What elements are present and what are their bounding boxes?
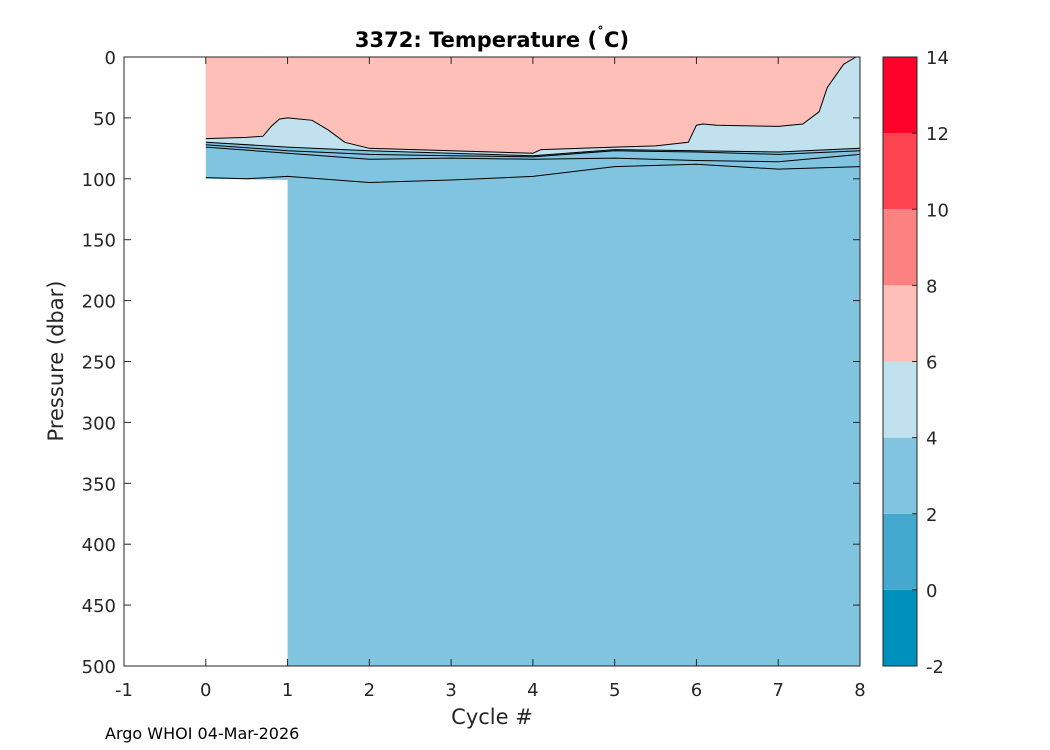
y-axis-label: Pressure (dbar): [44, 281, 68, 442]
colorbar-tick-label: 12: [926, 124, 949, 145]
colorbar-tick-label: 4: [926, 429, 937, 450]
colorbar-swatch: [883, 437, 917, 514]
region-2-to-4: [205, 57, 861, 666]
colorbar-tick-label: 2: [926, 505, 937, 526]
region-6-to-8: [205, 57, 856, 154]
y-tick-label: 350: [82, 474, 116, 495]
y-tick-label: 0: [105, 48, 116, 69]
contour-line-2: [205, 146, 861, 163]
x-tick-label: 7: [772, 680, 783, 701]
contour-lines: [205, 56, 861, 184]
y-tick-label: 100: [82, 170, 116, 191]
colorbar-tick-label: 8: [926, 276, 937, 297]
colorbar-swatch: [883, 589, 917, 666]
y-tick-label: 250: [82, 353, 116, 374]
credit-text: Argo WHOI 04-Mar-2026: [105, 724, 300, 743]
x-tick-label: 4: [527, 680, 538, 701]
colorbar-tick-label: 0: [926, 581, 937, 602]
colorbar: -2 0 2 4 6 8 10 12 14: [882, 48, 949, 678]
colorbar-swatch: [883, 133, 917, 210]
colorbar-swatch: [883, 57, 917, 134]
y-tick-label: 150: [82, 231, 116, 252]
contour-fills: [205, 57, 861, 666]
y-axis: 0 50 100 150 200 250 300 350 400 450 500: [82, 48, 860, 678]
contour-line-6: [205, 56, 857, 154]
x-tick-label: 3: [445, 680, 456, 701]
contour-line-4: [205, 141, 861, 157]
chart-title: 3372: Temperature (˚C): [355, 25, 629, 52]
y-tick-label: 450: [82, 596, 116, 617]
colorbar-tick-label: 6: [926, 353, 937, 374]
plot-area: [123, 56, 861, 667]
x-axis-label: Cycle #: [451, 705, 533, 729]
colorbar-tick-label: 10: [926, 200, 949, 221]
colorbar-tick-label: 14: [926, 48, 949, 69]
x-tick-label: 5: [609, 680, 620, 701]
y-tick-label: 400: [82, 535, 116, 556]
x-axis: -1 0 1 2 3 4 5 6 7 8: [115, 57, 866, 701]
x-tick-label: 2: [364, 680, 375, 701]
y-tick-label: 500: [82, 657, 116, 678]
contour-line-1: [205, 144, 861, 158]
x-tick-label: -1: [115, 680, 133, 701]
x-tick-label: 8: [854, 680, 865, 701]
colorbar-tick-label: -2: [926, 657, 944, 678]
colorbar-swatch: [883, 285, 917, 362]
y-tick-label: 300: [82, 413, 116, 434]
contour-line-3: [205, 163, 861, 184]
colorbar-swatch: [883, 209, 917, 286]
y-tick-label: 200: [82, 292, 116, 313]
x-tick-label: 1: [282, 680, 293, 701]
colorbar-swatch: [883, 361, 917, 438]
colorbar-swatch: [883, 513, 917, 590]
y-tick-label: 50: [93, 109, 116, 130]
x-tick-label: 0: [200, 680, 211, 701]
x-tick-label: 6: [691, 680, 702, 701]
